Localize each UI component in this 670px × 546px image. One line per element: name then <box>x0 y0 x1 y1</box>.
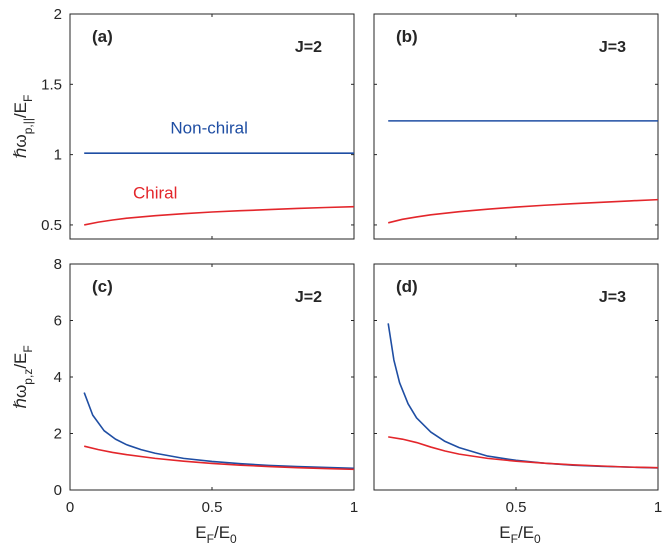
x-axis-label-b-sub: 0 <box>534 532 541 546</box>
y-axis-label-tail-sub: F <box>21 345 35 352</box>
panel-annotation: J=3 <box>599 289 626 306</box>
y-axis-label-main: ℏω <box>11 385 30 409</box>
x-tick-label: 0.5 <box>202 499 223 516</box>
panel-a: 0.5 1 1.5 2 Non-chiral Chiral (a) J=2 ℏωp,||/EF <box>11 6 355 240</box>
x-axis-label-mid: /E <box>518 523 534 542</box>
x-axis-label-a: E <box>195 523 206 542</box>
y-axis-label-main: ℏω <box>11 134 30 158</box>
series-line-chiral <box>84 205 355 226</box>
y-tick-label: 4 <box>54 369 62 386</box>
x-axis-label-mid: /E <box>214 523 230 542</box>
y-tick-label: 6 <box>54 313 62 330</box>
y-axis-label-sub: p,z <box>21 369 35 385</box>
x-axis-label: EF/E0 <box>195 523 237 546</box>
y-tick-label: 2 <box>54 426 62 443</box>
x-axis-label: EF/E0 <box>499 523 541 546</box>
x-axis-label-a-sub: F <box>511 532 518 546</box>
series-line-chiral <box>388 198 659 224</box>
x-tick-label: 0 <box>66 499 74 516</box>
y-axis-label-tail: /E <box>11 102 30 118</box>
y-tick-label: 1 <box>54 147 62 164</box>
x-tick-label: 1 <box>350 499 358 516</box>
y-tick-label: 1.5 <box>41 76 62 93</box>
y-tick-label: 0 <box>54 482 62 499</box>
x-axis-label-b-sub: 0 <box>230 532 237 546</box>
series-label-non-chiral: Non-chiral <box>170 118 247 137</box>
x-tick-label: 0.5 <box>506 499 527 516</box>
y-axis-label: ℏωp,||/EF <box>11 95 35 159</box>
x-axis-label-a: E <box>499 523 510 542</box>
y-axis-label-sub: p,|| <box>21 118 35 134</box>
panel-label: (d) <box>396 277 418 296</box>
series-label-chiral: Chiral <box>133 184 177 203</box>
series-line-non-chiral <box>83 392 355 470</box>
panel-label: (a) <box>92 27 113 46</box>
y-tick-label: 2 <box>54 6 62 23</box>
series-line-chiral <box>388 436 659 469</box>
x-tick-label: 1 <box>654 499 662 516</box>
y-tick-label: 0.5 <box>41 217 62 234</box>
y-axis-label-tail-sub: F <box>21 95 35 102</box>
panel-label: (b) <box>396 27 418 46</box>
panel-label: (c) <box>92 277 113 296</box>
panel-annotation: J=3 <box>599 39 626 56</box>
series-line-chiral <box>84 445 355 471</box>
panel-b: (b) J=3 <box>373 13 659 240</box>
x-axis-label-a-sub: F <box>207 532 214 546</box>
y-axis-label: ℏωp,z/EF <box>11 345 35 408</box>
panel-annotation: J=2 <box>295 289 322 306</box>
y-tick-label: 8 <box>54 256 62 273</box>
y-axis-label-tail: /E <box>11 353 30 369</box>
panel-d: 0.5 1 (d) J=3 EF/E0 <box>373 263 662 546</box>
panel-annotation: J=2 <box>295 39 322 56</box>
